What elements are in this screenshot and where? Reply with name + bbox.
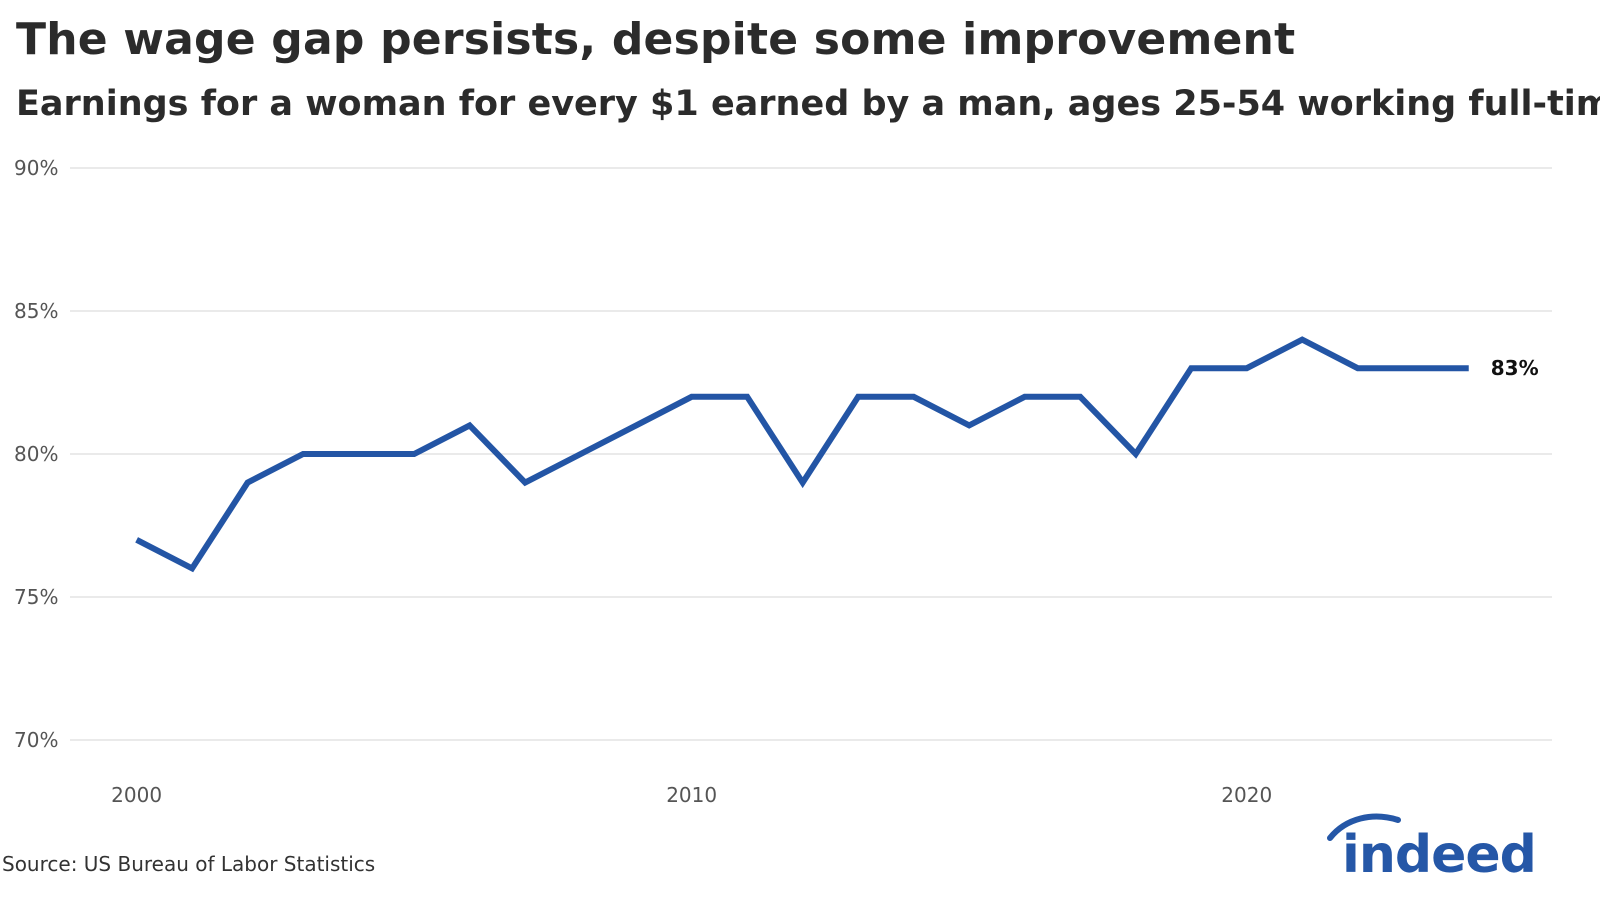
chart-subtitle: Earnings for a woman for every $1 earned… [16, 84, 1600, 124]
x-axis: 2000 2010 2020 [111, 783, 1272, 807]
chart-title: The wage gap persists, despite some impr… [16, 14, 1296, 65]
line-chart: 70% 75% 80% 85% 90% 2000 2010 2020 83% [14, 156, 1552, 807]
gridlines [70, 167, 1552, 741]
x-tick-label: 2010 [666, 783, 717, 807]
x-tick-label: 2000 [111, 783, 162, 807]
end-value-label: 83% [1491, 356, 1539, 380]
series-group [135, 336, 1469, 573]
y-tick-label: 75% [14, 585, 58, 609]
y-tick-label: 80% [14, 442, 58, 466]
y-tick-label: 90% [14, 156, 58, 180]
logo-wordmark: indeed [1342, 825, 1536, 882]
y-axis: 70% 75% 80% 85% 90% [14, 156, 58, 752]
x-tick-label: 2020 [1221, 783, 1272, 807]
y-tick-label: 70% [14, 728, 58, 752]
source-note: Source: US Bureau of Labor Statistics [2, 852, 376, 876]
indeed-logo: indeed [1327, 813, 1537, 882]
data-labels: 83% [1491, 356, 1539, 380]
y-tick-label: 85% [14, 299, 58, 323]
logo-arc-icon [1327, 813, 1401, 841]
